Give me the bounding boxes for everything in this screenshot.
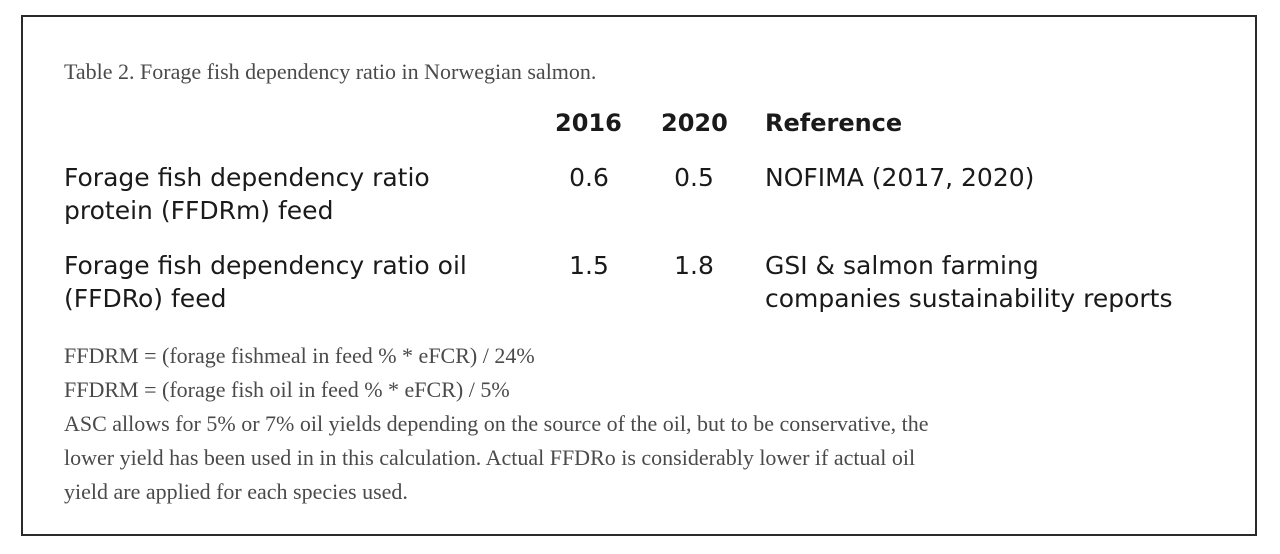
header-2020: 2020 [661, 109, 728, 137]
cell-2016: 0.6 [569, 163, 609, 192]
table-caption: Table 2. Forage fish dependency ratio in… [64, 59, 597, 84]
cell-2020: 1.8 [674, 251, 714, 280]
header-reference: Reference [765, 109, 903, 137]
table-row-label: Forage fish dependency ratio protein (FF… [64, 161, 534, 227]
reference-line: companies sustainability reports [765, 284, 1173, 313]
cell-reference: NOFIMA (2017, 2020) [765, 161, 1225, 194]
note-line: lower yield has been used in in this cal… [64, 445, 916, 470]
note-line: yield are applied for each species used. [64, 479, 408, 504]
row-label-line: (FFDRo) feed [64, 284, 227, 313]
reference-line: NOFIMA (2017, 2020) [765, 163, 1035, 192]
header-2016: 2016 [555, 109, 622, 137]
table-notes: FFDRM = (forage fishmeal in feed % * eFC… [64, 339, 1224, 509]
table-frame: Table 2. Forage fish dependency ratio in… [21, 15, 1257, 536]
row-label-line: protein (FFDRm) feed [64, 196, 334, 225]
cell-reference: GSI & salmon farming companies sustainab… [765, 249, 1225, 315]
row-label-line: Forage fish dependency ratio oil [64, 251, 467, 280]
row-label-line: Forage fish dependency ratio [64, 163, 430, 192]
formula-oil: FFDRM = (forage fish oil in feed % * eFC… [64, 377, 510, 402]
cell-2020: 0.5 [674, 163, 714, 192]
cell-2016: 1.5 [569, 251, 609, 280]
table-row-label: Forage fish dependency ratio oil (FFDRo)… [64, 249, 534, 315]
formula-protein: FFDRM = (forage fishmeal in feed % * eFC… [64, 343, 535, 368]
reference-line: GSI & salmon farming [765, 251, 1039, 280]
note-line: ASC allows for 5% or 7% oil yields depen… [64, 411, 929, 436]
